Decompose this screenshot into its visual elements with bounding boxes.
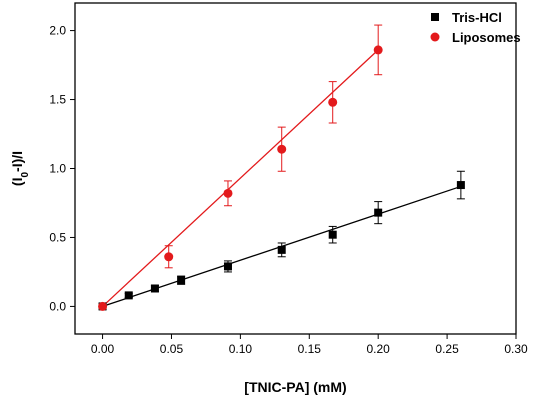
fit-lines bbox=[102, 49, 462, 308]
y-axis-title-post: -I)/I bbox=[9, 151, 25, 172]
x-tick-label: 0.15 bbox=[298, 342, 322, 356]
legend-marker-liposomes bbox=[430, 32, 440, 42]
x-tick-label: 0.05 bbox=[160, 342, 184, 356]
data-point-liposomes bbox=[164, 252, 174, 262]
x-tick-label: 0.25 bbox=[435, 342, 459, 356]
x-tick-label: 0.00 bbox=[91, 342, 115, 356]
legend: Tris-HCl Liposomes bbox=[430, 10, 521, 45]
data-point-tris-hcl bbox=[124, 291, 133, 300]
y-axis-title-sub: 0 bbox=[20, 172, 31, 178]
y-tick-label: 0.5 bbox=[49, 230, 66, 244]
y-tick-label: 1.0 bbox=[49, 162, 66, 176]
y-tick-label: 0.0 bbox=[49, 299, 66, 313]
legend-marker-tris-hcl bbox=[431, 13, 439, 21]
x-tick-label: 0.20 bbox=[367, 342, 391, 356]
data-points bbox=[98, 45, 465, 311]
data-point-liposomes bbox=[328, 97, 338, 107]
data-point-liposomes bbox=[373, 45, 383, 55]
data-point-tris-hcl bbox=[150, 284, 159, 293]
y-axis-title: (I0-I)/I bbox=[9, 151, 31, 186]
data-point-tris-hcl bbox=[374, 208, 383, 217]
data-point-liposomes bbox=[223, 188, 233, 198]
y-tick-label: 2.0 bbox=[49, 24, 66, 38]
data-point-tris-hcl bbox=[277, 245, 286, 254]
legend-label-liposomes: Liposomes bbox=[452, 30, 521, 45]
data-point-tris-hcl bbox=[328, 230, 337, 239]
data-point-liposomes bbox=[277, 144, 287, 154]
data-point-tris-hcl bbox=[177, 276, 186, 285]
fit-line-liposomes bbox=[102, 49, 379, 307]
x-tick-label: 0.30 bbox=[504, 342, 528, 356]
x-tick-label: 0.10 bbox=[229, 342, 253, 356]
plot-frame bbox=[74, 2, 517, 335]
error-bars bbox=[124, 24, 465, 298]
data-point-tris-hcl bbox=[223, 262, 232, 271]
data-point-tris-hcl bbox=[456, 181, 465, 190]
axis-ticks: 0.00 0.05 0.10 0.15 0.20 0.25 0.30 0.0 0.5 1.0 1.5… bbox=[49, 24, 528, 356]
x-axis-title: [TNIC-PA] (mM) bbox=[244, 379, 346, 395]
y-axis-title-pre: (I bbox=[9, 178, 25, 187]
data-point-liposomes bbox=[98, 301, 108, 311]
y-tick-label: 1.5 bbox=[49, 93, 66, 107]
legend-label-tris-hcl: Tris-HCl bbox=[452, 10, 502, 25]
